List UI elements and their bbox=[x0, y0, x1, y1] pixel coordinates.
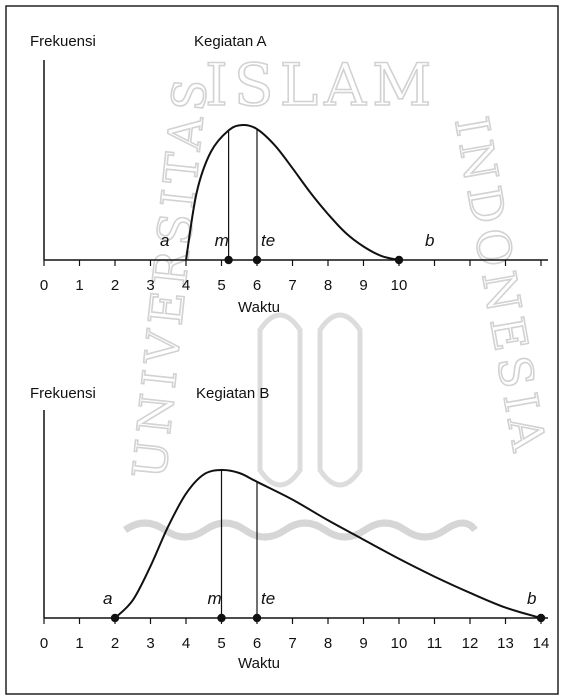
distribution-curve-a bbox=[185, 123, 400, 261]
distribution-curve-b bbox=[114, 468, 542, 619]
figure-border bbox=[5, 5, 559, 695]
x-tick-label-b: 4 bbox=[182, 635, 190, 652]
x-tick-label-a: 0 bbox=[40, 277, 48, 294]
y-axis-label-a: Frekuensi bbox=[30, 33, 96, 50]
marker-label-te-b: te bbox=[261, 589, 275, 608]
x-tick-label-b: 8 bbox=[324, 635, 332, 652]
marker-point-m-b bbox=[217, 613, 226, 623]
marker-label-a-b: a bbox=[103, 589, 112, 608]
x-tick-label-b: 6 bbox=[253, 635, 261, 652]
x-tick-label-b: 7 bbox=[288, 635, 296, 652]
x-tick-label-b: 10 bbox=[391, 635, 408, 652]
marker-point-a-b bbox=[110, 613, 120, 623]
x-tick-label-b: 9 bbox=[359, 635, 367, 652]
x-tick-label-b: 13 bbox=[497, 635, 514, 652]
x-tick-label-a: 8 bbox=[324, 277, 332, 294]
x-tick-label-b: 2 bbox=[111, 635, 119, 652]
x-tick-label-a: 3 bbox=[146, 277, 154, 294]
marker-point-te-b bbox=[252, 613, 262, 623]
marker-point-b-a bbox=[394, 255, 404, 265]
x-tick-label-b: 5 bbox=[217, 635, 225, 652]
panel-title-a: Kegiatan A bbox=[194, 33, 267, 50]
x-tick-label-b: 3 bbox=[146, 635, 154, 652]
markers-b: a m te b bbox=[103, 470, 546, 623]
x-tick-label-b: 0 bbox=[40, 635, 48, 652]
x-tick-label-a: 1 bbox=[75, 277, 83, 294]
panel-kegiatan-b: Frekuensi Kegiatan B 0 1 2 3 4 5 6 7 8 9 10 11 12 13 1… bbox=[30, 385, 549, 672]
markers-a: a m te b bbox=[160, 129, 434, 265]
x-tick-label-a: 5 bbox=[217, 277, 225, 294]
x-tick-label-a: 7 bbox=[288, 277, 296, 294]
x-tick-label-a: 4 bbox=[182, 277, 190, 294]
marker-label-m-b: m bbox=[208, 589, 222, 608]
marker-label-m-a: m bbox=[215, 231, 229, 250]
marker-point-te-a bbox=[252, 255, 262, 265]
x-tick-label-b: 11 bbox=[427, 635, 443, 652]
x-ticks-a: 0 1 2 3 4 5 6 7 8 9 10 bbox=[40, 260, 542, 294]
x-ticks-b: 0 1 2 3 4 5 6 7 8 9 10 11 12 13 14 bbox=[40, 618, 550, 652]
marker-label-a-a: a bbox=[160, 231, 169, 250]
marker-point-m-a bbox=[224, 255, 233, 265]
x-axis-title-a: Waktu bbox=[238, 299, 280, 316]
x-tick-label-b: 12 bbox=[462, 635, 479, 652]
marker-point-b-b bbox=[536, 613, 546, 623]
y-axis-label-b: Frekuensi bbox=[30, 385, 96, 402]
watermark-emblem-icon bbox=[257, 312, 363, 488]
marker-label-b-a: b bbox=[425, 231, 434, 250]
marker-label-te-a: te bbox=[261, 231, 275, 250]
x-tick-label-a: 2 bbox=[111, 277, 119, 294]
x-tick-label-a: 10 bbox=[391, 277, 408, 294]
x-axis-title-b: Waktu bbox=[238, 655, 280, 672]
marker-label-b-b: b bbox=[527, 589, 536, 608]
panel-kegiatan-a: Frekuensi Kegiatan A 0 1 2 3 4 5 6 7 8 9 10 a m te b … bbox=[30, 33, 548, 316]
watermark-script-icon bbox=[122, 519, 478, 541]
watermark-top-text: ISLAM bbox=[205, 51, 437, 119]
x-tick-label-b: 1 bbox=[75, 635, 83, 652]
x-tick-label-b: 14 bbox=[533, 635, 550, 652]
x-tick-label-a: 9 bbox=[359, 277, 367, 294]
x-tick-label-a: 6 bbox=[253, 277, 261, 294]
panel-title-b: Kegiatan B bbox=[196, 385, 269, 402]
